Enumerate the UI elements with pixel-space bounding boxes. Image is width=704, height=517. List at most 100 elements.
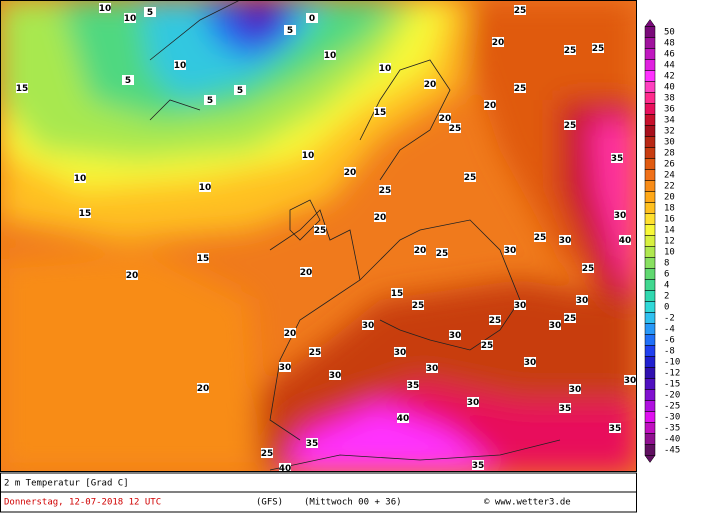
colorbar-swatch [644,70,656,82]
colorbar-label: 48 [664,39,675,49]
temperature-label: 10 [199,183,212,193]
label-box [261,448,273,458]
label-box [609,423,621,433]
colorbar-label: -35 [664,424,680,434]
label-box [306,13,318,23]
temperature-label: 25 [412,301,425,311]
temperature-label: 25 [481,341,494,351]
colorbar-swatch [644,301,656,313]
temperature-label: 25 [564,121,577,131]
label-box [279,362,291,372]
temperature-label: 35 [611,154,624,164]
colorbar-swatch [644,235,656,247]
label-box [514,5,526,15]
colorbar-swatch [644,444,656,456]
label-box [614,210,626,220]
label-box [449,330,461,340]
label-box [397,413,409,423]
colorbar-label: 36 [664,105,675,115]
colorbar-label: 18 [664,204,675,214]
colorbar-label: 14 [664,226,675,236]
colorbar-swatch [644,356,656,368]
temperature-label: 30 [549,321,562,331]
colorbar-label: -15 [664,380,680,390]
label-box [284,25,296,35]
colorbar-label: 10 [664,248,675,258]
label-box [534,232,546,242]
temperature-label: 5 [207,96,213,106]
temperature-label: 10 [124,14,137,24]
colorbar-label: 42 [664,72,675,82]
temperature-label: 15 [197,254,210,264]
temperature-label: 20 [439,114,452,124]
colorbar-label: 2 [664,292,669,302]
temperature-label: 30 [394,348,407,358]
temperature-label: 20 [300,268,313,278]
temperature-label: 15 [391,289,404,299]
colorbar-label: -40 [664,435,680,445]
temperature-label: 30 [559,236,572,246]
temperature-label: 5 [287,26,293,36]
colorbar-label: 12 [664,237,675,247]
temperature-label: 15 [374,108,387,118]
temperature-label: 30 [504,246,517,256]
temperature-label: 25 [592,44,605,54]
temperature-label: 20 [414,246,427,256]
temperature-label: 20 [492,38,505,48]
label-box [314,225,326,235]
colorbar-label: 26 [664,160,675,170]
colorbar-swatch [644,169,656,181]
colorbar-swatch [644,26,656,38]
colorbar-swatch [644,136,656,148]
colorbar-swatch [644,389,656,401]
colorbar-swatch [644,268,656,280]
temperature-label: 25 [261,449,274,459]
colorbar-label: -6 [664,336,675,346]
temperature-label: 5 [237,86,243,96]
label-box [204,95,216,105]
label-box [564,313,576,323]
label-box [379,185,391,195]
temperature-label: 20 [374,213,387,223]
colorbar-bottom-arrow [644,455,656,463]
temperature-label: 15 [16,84,29,94]
colorbar-label: -8 [664,347,675,357]
label-box [16,83,28,93]
colorbar-swatch [644,257,656,269]
label-box [624,375,636,385]
colorbar-swatch [644,158,656,170]
colorbar-label: -12 [664,369,680,379]
colorbar-label: 34 [664,116,675,126]
label-box [559,403,571,413]
temperature-label: 5 [147,8,153,18]
colorbar-swatch [644,345,656,357]
colorbar-label: 30 [664,138,675,148]
label-box [559,235,571,245]
colorbar-label: -2 [664,314,675,324]
colorbar-swatch [644,367,656,379]
temperature-label: 30 [624,376,637,386]
colorbar-swatch [644,59,656,71]
label-box [344,167,356,177]
colorbar-label: 22 [664,182,675,192]
label-box [407,380,419,390]
map-frame [0,0,637,472]
colorbar-swatch [644,411,656,423]
label-box [582,263,594,273]
temperature-label: 20 [344,168,357,178]
label-box [329,370,341,380]
colorbar-label: 16 [664,215,675,225]
colorbar-label: 50 [664,28,675,38]
colorbar-label: 38 [664,94,675,104]
label-box [414,245,426,255]
label-box [374,107,386,117]
label-box [279,463,291,472]
temperature-label: 35 [609,424,622,434]
label-box [481,340,493,350]
temperature-label: 10 [74,174,87,184]
label-box [439,113,451,123]
temperature-label: 30 [426,364,439,374]
colorbar-label: 32 [664,127,675,137]
label-box [467,397,479,407]
temperature-label: 30 [467,398,480,408]
